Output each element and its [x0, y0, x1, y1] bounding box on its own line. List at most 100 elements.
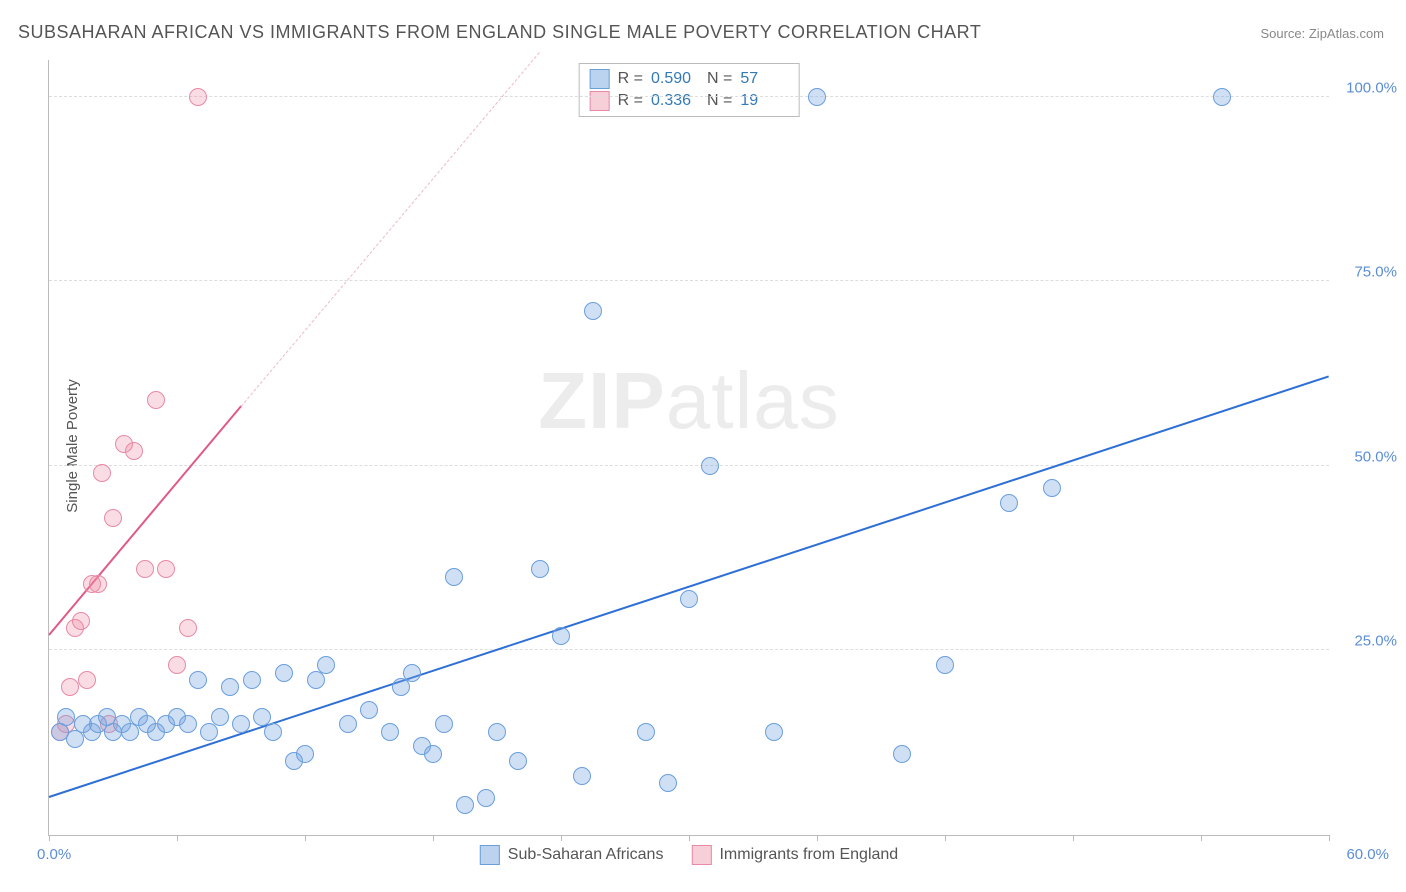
data-point	[509, 752, 527, 770]
data-point	[189, 671, 207, 689]
data-point	[392, 678, 410, 696]
chart-container: SUBSAHARAN AFRICAN VS IMMIGRANTS FROM EN…	[0, 0, 1406, 892]
data-point	[381, 723, 399, 741]
trend-line	[241, 52, 540, 407]
data-point	[488, 723, 506, 741]
data-point	[552, 627, 570, 645]
watermark-rest: atlas	[666, 356, 840, 445]
data-point	[264, 723, 282, 741]
data-point	[232, 715, 250, 733]
swatch-icon	[590, 91, 610, 111]
x-tick	[1073, 835, 1074, 841]
data-point	[243, 671, 261, 689]
x-tick	[817, 835, 818, 841]
stat-row: R = 0.336 N = 19	[590, 90, 789, 112]
swatch-icon	[480, 845, 500, 865]
x-tick	[1329, 835, 1330, 841]
data-point	[93, 464, 111, 482]
data-point	[89, 575, 107, 593]
data-point	[477, 789, 495, 807]
stat-r-value: 0.590	[651, 70, 699, 88]
data-point	[456, 796, 474, 814]
data-point	[125, 442, 143, 460]
data-point	[445, 568, 463, 586]
data-point	[573, 767, 591, 785]
data-point	[1043, 479, 1061, 497]
y-tick-label: 25.0%	[1354, 633, 1397, 650]
stat-n-label: N =	[707, 70, 732, 88]
stat-n-label: N =	[707, 92, 732, 110]
watermark: ZIPatlas	[538, 355, 839, 447]
data-point	[317, 656, 335, 674]
stat-n-value: 19	[740, 92, 788, 110]
x-tick	[177, 835, 178, 841]
data-point	[1213, 88, 1231, 106]
trend-line	[48, 405, 242, 635]
data-point	[104, 509, 122, 527]
data-point	[136, 560, 154, 578]
data-point	[701, 457, 719, 475]
data-point	[531, 560, 549, 578]
x-tick	[305, 835, 306, 841]
x-tick	[561, 835, 562, 841]
gridline	[49, 465, 1329, 466]
data-point	[637, 723, 655, 741]
data-point	[680, 590, 698, 608]
gridline	[49, 280, 1329, 281]
y-tick-label: 100.0%	[1346, 79, 1397, 96]
legend-item: Immigrants from England	[691, 845, 898, 865]
x-tick	[689, 835, 690, 841]
data-point	[189, 88, 207, 106]
data-point	[360, 701, 378, 719]
x-tick	[945, 835, 946, 841]
data-point	[808, 88, 826, 106]
data-point	[157, 560, 175, 578]
data-point	[179, 715, 197, 733]
legend-label: Immigrants from England	[719, 846, 898, 864]
y-tick-label: 50.0%	[1354, 448, 1397, 465]
y-tick-label: 75.0%	[1354, 264, 1397, 281]
correlation-stat-box: R = 0.590 N = 57 R = 0.336 N = 19	[579, 63, 800, 117]
data-point	[200, 723, 218, 741]
stat-r-value: 0.336	[651, 92, 699, 110]
watermark-bold: ZIP	[538, 356, 665, 445]
data-point	[72, 612, 90, 630]
source-attribution: Source: ZipAtlas.com	[1260, 26, 1384, 41]
x-tick	[49, 835, 50, 841]
x-axis-max-label: 60.0%	[1346, 846, 1389, 863]
x-tick	[433, 835, 434, 841]
chart-title: SUBSAHARAN AFRICAN VS IMMIGRANTS FROM EN…	[18, 22, 981, 43]
x-axis-min-label: 0.0%	[37, 846, 71, 863]
data-point	[403, 664, 421, 682]
data-point	[659, 774, 677, 792]
x-tick	[1201, 835, 1202, 841]
trend-line	[49, 375, 1330, 798]
data-point	[78, 671, 96, 689]
data-point	[179, 619, 197, 637]
plot-area: ZIPatlas R = 0.590 N = 57 R = 0.336 N = …	[48, 60, 1329, 836]
data-point	[275, 664, 293, 682]
data-point	[765, 723, 783, 741]
data-point	[57, 708, 75, 726]
data-point	[893, 745, 911, 763]
data-point	[168, 656, 186, 674]
data-point	[61, 678, 79, 696]
stat-n-value: 57	[740, 70, 788, 88]
swatch-icon	[691, 845, 711, 865]
data-point	[211, 708, 229, 726]
legend-label: Sub-Saharan Africans	[508, 846, 664, 864]
stat-r-label: R =	[618, 92, 643, 110]
data-point	[584, 302, 602, 320]
data-point	[339, 715, 357, 733]
swatch-icon	[590, 69, 610, 89]
data-point	[936, 656, 954, 674]
gridline	[49, 96, 1329, 97]
legend-item: Sub-Saharan Africans	[480, 845, 664, 865]
data-point	[296, 745, 314, 763]
data-point	[147, 391, 165, 409]
data-point	[307, 671, 325, 689]
data-point	[435, 715, 453, 733]
data-point	[424, 745, 442, 763]
bottom-legend: Sub-Saharan Africans Immigrants from Eng…	[480, 845, 898, 865]
stat-row: R = 0.590 N = 57	[590, 68, 789, 90]
